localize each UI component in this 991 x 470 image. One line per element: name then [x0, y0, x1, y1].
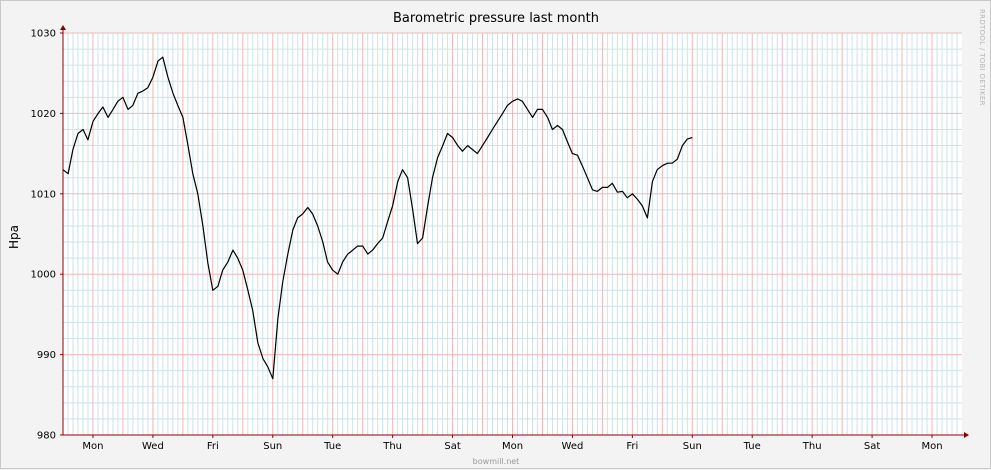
chart-title: Barometric pressure last month: [393, 11, 599, 26]
pressure-series-line: [62, 56, 693, 380]
y-tick-label: 1020: [31, 109, 56, 120]
x-tick-label: Thu: [382, 441, 402, 452]
series-group: [62, 56, 693, 380]
x-tick-label: Wed: [142, 441, 164, 452]
x-tick-label: Sun: [263, 441, 282, 452]
x-tick-label: Mon: [82, 441, 103, 452]
major-grid: [63, 32, 962, 436]
x-tick-label: Thu: [802, 441, 822, 452]
x-tick-label: Fri: [626, 441, 638, 452]
x-tick-label: Sat: [864, 441, 880, 452]
x-tick-label: Tue: [743, 441, 761, 452]
x-tick-label: Wed: [562, 441, 584, 452]
x-tick-labels: Mon Wed Fri Sun Tue Thu Sat Mon Wed Fri Sun Tue Thu S…: [82, 441, 942, 452]
y-axis-label: Hpa: [7, 225, 21, 249]
x-tick-label: Mon: [502, 441, 523, 452]
x-tick-label: Fri: [207, 441, 219, 452]
y-tick-label: 980: [37, 431, 56, 442]
footer-credit: bowmill.net: [473, 457, 520, 466]
y-tick-label: 990: [37, 350, 56, 361]
y-axis-arrow: [60, 25, 66, 30]
x-tick-label: Mon: [921, 441, 942, 452]
y-tick-label: 1030: [31, 29, 56, 40]
x-tick-label: Sun: [683, 441, 702, 452]
side-watermark: RRDTOOL / TOBI OETIKER: [978, 9, 986, 106]
x-axis-arrow: [964, 432, 969, 438]
x-tick-label: Sat: [444, 441, 460, 452]
axes: [60, 25, 969, 438]
y-tick-label: 1010: [31, 189, 56, 200]
x-tick-label: Tue: [323, 441, 341, 452]
y-tick-label: 1000: [31, 270, 56, 281]
y-tick-labels: 980 990 1000 1010 1020 1030: [31, 29, 56, 442]
